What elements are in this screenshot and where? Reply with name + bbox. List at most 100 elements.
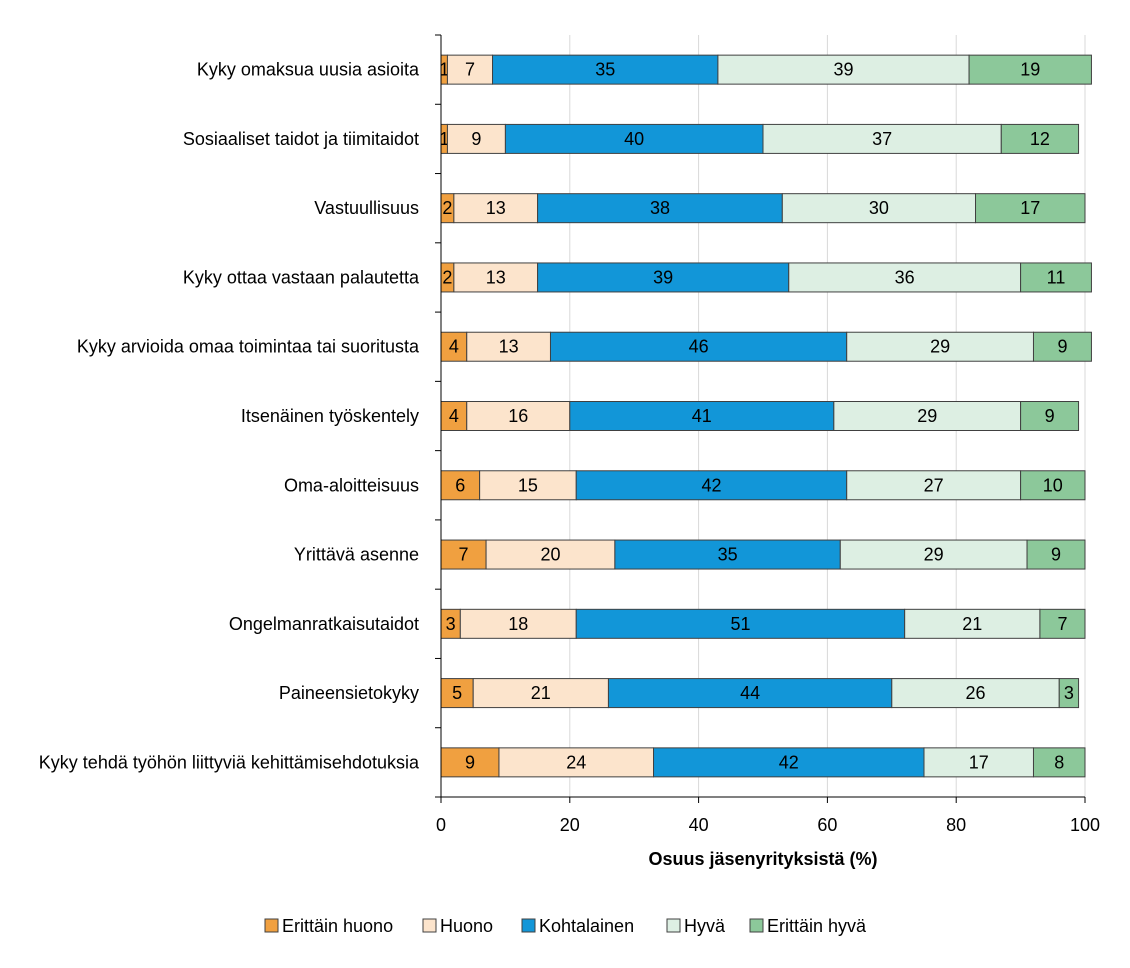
bar-segment bbox=[498, 747, 655, 778]
data-label: 46 bbox=[689, 337, 709, 357]
bar-segment bbox=[569, 401, 835, 431]
legend-label: Erittäin huono bbox=[282, 916, 393, 936]
data-label: 6 bbox=[455, 475, 465, 495]
category-label: Kyky arvioida omaa toimintaa tai suoritu… bbox=[77, 337, 420, 357]
data-label: 42 bbox=[779, 752, 799, 772]
data-label: 17 bbox=[969, 752, 989, 772]
data-label: 5 bbox=[452, 683, 462, 703]
data-label: 40 bbox=[624, 129, 644, 149]
bar-segment bbox=[975, 193, 1086, 224]
data-label: 7 bbox=[459, 545, 469, 565]
data-label: 26 bbox=[966, 683, 986, 703]
data-label: 38 bbox=[650, 198, 670, 218]
category-label: Oma-aloitteisuus bbox=[284, 475, 419, 495]
bar-segment bbox=[1032, 747, 1086, 778]
data-label: 9 bbox=[1045, 406, 1055, 426]
data-label: 1 bbox=[439, 129, 449, 149]
category-label: Yrittävä asenne bbox=[294, 545, 419, 565]
data-label: 37 bbox=[872, 129, 892, 149]
bar-segment bbox=[453, 193, 539, 224]
bar-segment bbox=[446, 54, 494, 85]
category-label: Kyky tehdä työhön liittyviä kehittämiseh… bbox=[39, 752, 420, 772]
data-label: 9 bbox=[1051, 545, 1061, 565]
bar-segment bbox=[440, 678, 474, 709]
data-label: 12 bbox=[1030, 129, 1050, 149]
bar-segment bbox=[968, 54, 1092, 85]
data-label: 7 bbox=[1057, 614, 1067, 634]
bar-segment bbox=[549, 331, 848, 362]
bar-segment bbox=[653, 747, 925, 778]
bar-segment bbox=[1020, 470, 1086, 501]
data-label: 4 bbox=[449, 337, 459, 357]
data-label: 24 bbox=[566, 752, 586, 772]
data-label: 39 bbox=[833, 60, 853, 80]
data-label: 9 bbox=[465, 752, 475, 772]
legend-swatch bbox=[749, 918, 764, 933]
data-label: 3 bbox=[446, 614, 456, 634]
bar-segment bbox=[472, 678, 609, 709]
data-label: 35 bbox=[595, 60, 615, 80]
data-label: 39 bbox=[653, 267, 673, 287]
data-label: 42 bbox=[701, 475, 721, 495]
data-label: 8 bbox=[1054, 752, 1064, 772]
category-label: Kyky ottaa vastaan palautetta bbox=[183, 267, 420, 287]
data-label: 17 bbox=[1020, 198, 1040, 218]
data-label: 13 bbox=[499, 337, 519, 357]
data-label: 30 bbox=[869, 198, 889, 218]
bar-segment bbox=[575, 608, 906, 639]
bar-segment bbox=[446, 123, 506, 154]
data-label: 16 bbox=[508, 406, 528, 426]
bar-segment bbox=[479, 470, 577, 501]
legend-swatch bbox=[422, 918, 437, 933]
data-label: 35 bbox=[718, 545, 738, 565]
legend-label: Hyvä bbox=[684, 916, 726, 936]
data-label: 1 bbox=[439, 60, 449, 80]
category-label: Itsenäinen työskentely bbox=[241, 406, 419, 426]
bar-segment bbox=[466, 401, 571, 431]
category-label: Sosiaaliset taidot ja tiimitaidot bbox=[183, 129, 419, 149]
data-label: 21 bbox=[531, 683, 551, 703]
x-axis-title: Osuus jäsenyrityksistä (%) bbox=[648, 849, 877, 869]
x-tick-label: 40 bbox=[689, 815, 709, 835]
bar-segment bbox=[1026, 539, 1086, 570]
bar-segment bbox=[717, 54, 970, 85]
category-label: Kyky omaksua uusia asioita bbox=[197, 60, 420, 80]
bar-segment bbox=[537, 193, 783, 224]
bar-segment bbox=[1032, 331, 1092, 362]
legend-swatch bbox=[521, 918, 536, 933]
bar-segment bbox=[846, 331, 1034, 362]
bar-segment bbox=[1000, 123, 1080, 154]
legend-label: Huono bbox=[440, 916, 493, 936]
x-tick-label: 20 bbox=[560, 815, 580, 835]
data-label: 36 bbox=[895, 267, 915, 287]
data-label: 21 bbox=[962, 614, 982, 634]
bar-segment bbox=[1020, 262, 1092, 293]
bar-segment bbox=[537, 262, 790, 293]
bar-segment bbox=[504, 123, 764, 154]
bar-segment bbox=[575, 470, 848, 501]
bar-segment bbox=[839, 539, 1028, 570]
x-tick-label: 0 bbox=[436, 815, 446, 835]
bar-segment bbox=[485, 539, 616, 570]
bar-segment bbox=[492, 54, 719, 85]
legend-swatch bbox=[264, 918, 279, 933]
data-label: 15 bbox=[518, 475, 538, 495]
data-label: 29 bbox=[930, 337, 950, 357]
bar-segment bbox=[904, 608, 1041, 639]
data-label: 2 bbox=[442, 267, 452, 287]
data-label: 4 bbox=[449, 406, 459, 426]
bar-segment bbox=[923, 747, 1034, 778]
x-tick-label: 80 bbox=[946, 815, 966, 835]
bar-segment bbox=[1020, 401, 1080, 431]
x-tick-label: 100 bbox=[1070, 815, 1100, 835]
data-label: 11 bbox=[1047, 267, 1066, 287]
bar-segment bbox=[891, 678, 1060, 709]
data-label: 27 bbox=[924, 475, 944, 495]
bar-segment bbox=[466, 331, 551, 362]
data-label: 51 bbox=[730, 614, 750, 634]
bar-segment bbox=[1058, 678, 1080, 709]
data-label: 20 bbox=[540, 545, 560, 565]
data-label: 9 bbox=[1057, 337, 1067, 357]
category-label: Vastuullisuus bbox=[314, 198, 419, 218]
data-label: 13 bbox=[486, 198, 506, 218]
